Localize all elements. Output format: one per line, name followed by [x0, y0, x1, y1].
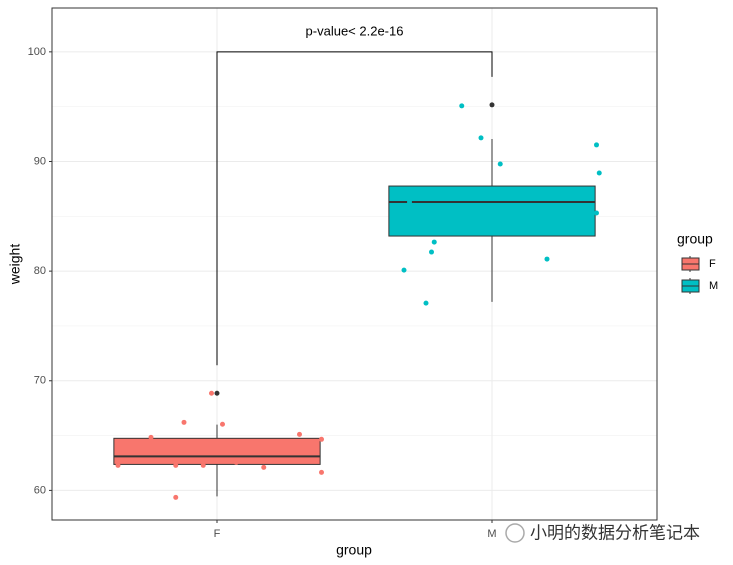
box [388, 185, 596, 237]
point [319, 436, 324, 442]
point [200, 462, 206, 468]
point [596, 170, 602, 176]
legend-title: group [677, 231, 713, 247]
point [148, 434, 154, 440]
legend-label: M [709, 280, 718, 292]
point [181, 419, 187, 425]
bracket-label: p-value< 2.2e-16 [306, 23, 404, 38]
point [319, 469, 324, 475]
y-tick-label: 80 [34, 265, 46, 277]
box [113, 437, 321, 465]
watermark: 小明的数据分析笔记本 [530, 523, 700, 542]
point [115, 462, 121, 468]
point [459, 103, 465, 109]
y-axis-label: weight [7, 244, 23, 286]
x-axis-label: group [336, 542, 372, 558]
point [431, 239, 437, 245]
outlier [489, 102, 495, 108]
y-tick-label: 90 [34, 155, 46, 167]
legend-label: F [709, 258, 716, 270]
point [401, 267, 407, 273]
point [233, 459, 239, 465]
watermark-icon [505, 523, 525, 543]
x-tick-label: M [487, 528, 496, 540]
outlier [214, 390, 220, 396]
point [497, 161, 503, 167]
bracket [216, 51, 493, 366]
y-tick-label: 100 [28, 46, 46, 58]
point [594, 142, 599, 148]
point [173, 462, 179, 468]
y-tick-label: 70 [34, 375, 46, 387]
point [407, 199, 412, 205]
point [423, 300, 429, 306]
point [297, 431, 302, 437]
point [429, 249, 434, 255]
x-tick-label: F [214, 528, 221, 540]
plot-panel [52, 8, 657, 520]
point [478, 135, 484, 141]
point [173, 494, 179, 500]
point [220, 421, 225, 427]
point [261, 464, 267, 470]
panel-border [51, 7, 658, 521]
y-tick-label: 60 [34, 484, 46, 496]
point [594, 210, 599, 216]
point [209, 390, 214, 396]
point [544, 256, 550, 262]
